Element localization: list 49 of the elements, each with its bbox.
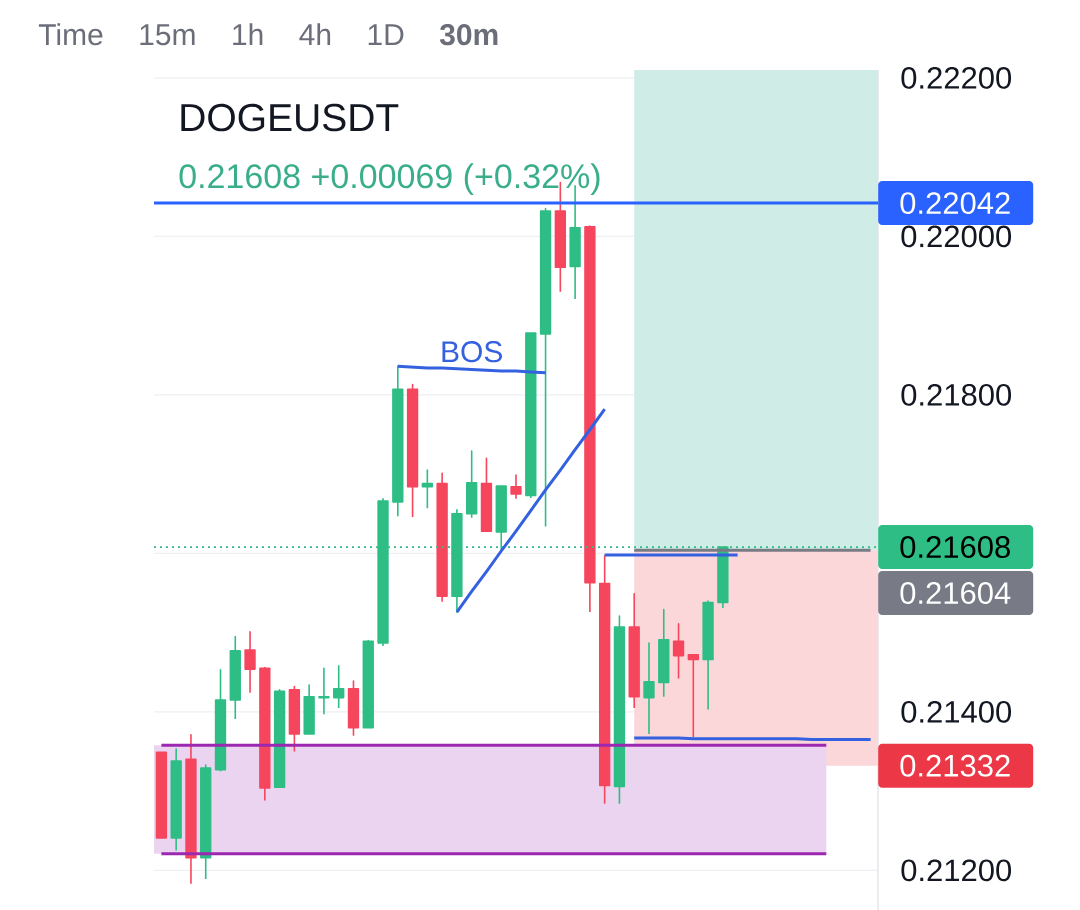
series-label: BOS	[442, 341, 502, 363]
candlestick	[155, 751, 168, 839]
text: Time	[38, 23, 103, 46]
text: 15m	[140, 24, 195, 46]
candlestick	[170, 748, 182, 852]
candlestick	[436, 472, 448, 603]
candlestick	[613, 615, 626, 805]
line-series	[455, 407, 607, 614]
candlestick	[200, 764, 212, 880]
candlestick	[525, 332, 537, 499]
candlestick	[702, 600, 714, 711]
candlestick	[362, 639, 374, 729]
candlestick	[303, 684, 315, 735]
text: 1h	[233, 23, 263, 45]
candlestick	[392, 365, 404, 517]
candlestick	[480, 457, 493, 532]
text: 30m	[439, 24, 498, 46]
band-label: 0.21332	[900, 754, 1010, 777]
text: DOGEUSDT	[181, 103, 399, 132]
candlestick	[214, 669, 227, 773]
candlestick	[259, 666, 271, 802]
candlestick	[288, 685, 301, 753]
candlestick	[318, 667, 330, 716]
candlestick	[584, 225, 596, 613]
candlestick	[643, 642, 655, 735]
candlestick	[347, 680, 360, 737]
candlestick	[658, 608, 670, 698]
candlestick	[185, 734, 197, 885]
ref-line-label: 0.21608	[900, 536, 1010, 559]
candlestick	[229, 635, 241, 720]
data-label: 0.21604	[900, 582, 1011, 605]
ref-line-label: 0.22042	[900, 192, 1010, 215]
text: 1D	[368, 24, 404, 45]
candlestick	[539, 207, 552, 528]
candlestick	[598, 554, 611, 805]
candlestick	[406, 383, 419, 518]
y-tick-label: 0.22200	[901, 66, 1012, 89]
candlestick	[628, 592, 640, 709]
y-tick-label: 0.21200	[901, 859, 1012, 882]
candlestick	[273, 688, 286, 788]
candlestick	[333, 665, 345, 709]
candlestick	[510, 474, 522, 500]
text: 0.21608 +0.00069 (+0.32%)	[179, 163, 600, 196]
y-tick-label: 0.22000	[901, 225, 1012, 248]
candlestick	[244, 631, 256, 694]
text: 4h	[299, 23, 331, 45]
candlestick	[466, 450, 478, 519]
y-tick-label: 0.21400	[901, 700, 1012, 723]
y-tick-label: 0.21800	[901, 383, 1012, 406]
